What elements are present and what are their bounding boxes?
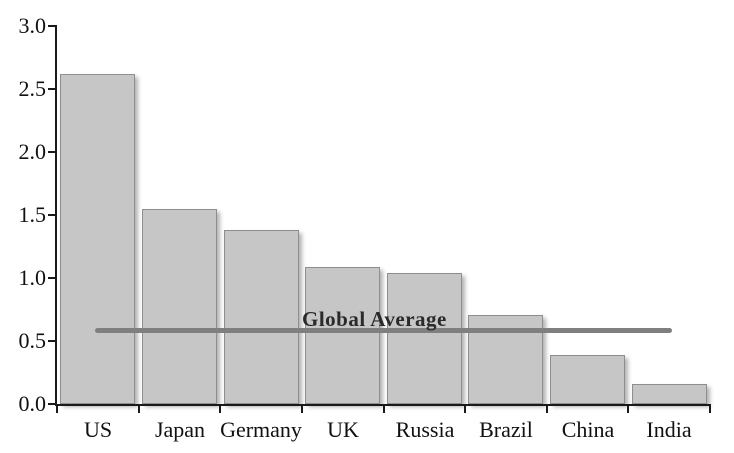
y-tick-0.5 — [48, 340, 57, 342]
y-tick-label-1.0: 1.0 — [18, 265, 47, 290]
x-label-china: China — [561, 417, 615, 442]
y-tick-label-0.5: 0.5 — [18, 328, 47, 353]
x-tick-3 — [301, 404, 303, 413]
bar-india — [632, 384, 707, 404]
y-tick-label-1.5: 1.5 — [18, 202, 47, 227]
y-tick-0.0 — [48, 403, 57, 405]
bar-us — [60, 74, 135, 404]
y-tick-3.0 — [48, 25, 57, 27]
x-tick-4 — [383, 404, 385, 413]
y-tick-label-3.0: 3.0 — [18, 13, 47, 38]
x-axis-line — [55, 404, 710, 406]
bar-russia — [387, 273, 462, 404]
y-tick-2.0 — [48, 151, 57, 153]
x-tick-5 — [464, 404, 466, 413]
bar-japan — [142, 209, 217, 404]
bar-germany — [224, 230, 299, 404]
x-tick-2 — [219, 404, 221, 413]
y-tick-label-0.0: 0.0 — [18, 391, 47, 416]
y-tick-label-2.0: 2.0 — [18, 139, 47, 164]
bar-uk — [305, 267, 380, 404]
x-label-brazil: Brazil — [479, 417, 533, 442]
global-average-line — [95, 328, 672, 333]
x-label-japan: Japan — [154, 417, 206, 442]
y-tick-2.5 — [48, 88, 57, 90]
x-label-germany: Germany — [220, 417, 302, 442]
x-label-india: India — [646, 417, 692, 442]
x-label-uk: UK — [327, 417, 359, 442]
x-tick-0 — [56, 404, 58, 413]
y-axis-line — [55, 26, 57, 406]
y-tick-1.5 — [48, 214, 57, 216]
x-tick-1 — [138, 404, 140, 413]
bar-china — [550, 355, 625, 404]
y-tick-label-2.5: 2.5 — [18, 76, 47, 101]
global-average-label: Global Average — [302, 307, 447, 331]
x-label-russia: Russia — [395, 417, 455, 442]
x-label-us: US — [83, 417, 113, 442]
x-tick-7 — [627, 404, 629, 413]
y-tick-1.0 — [48, 277, 57, 279]
x-tick-8 — [709, 404, 711, 413]
x-tick-6 — [546, 404, 548, 413]
